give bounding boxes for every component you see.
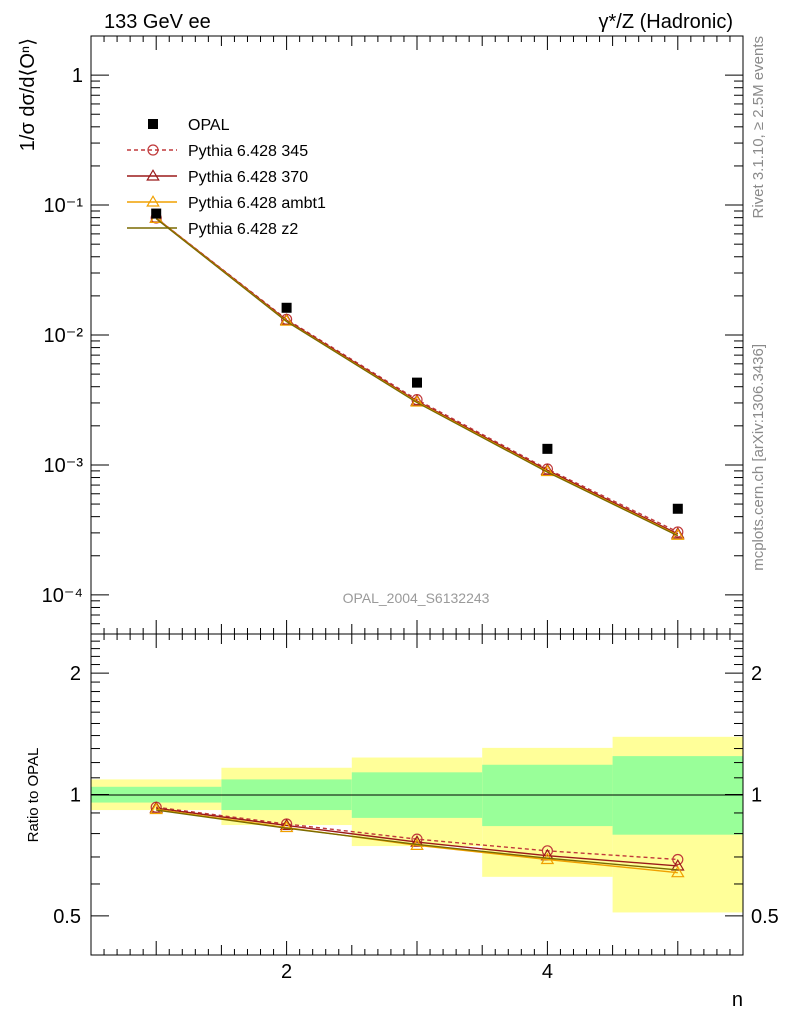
series-line [155, 217, 679, 533]
ratio-y-tick-label-right: 1 [751, 785, 762, 807]
series-point [149, 801, 163, 813]
legend-entry: Pythia 6.428 z2 [127, 221, 298, 238]
series-line [155, 217, 679, 535]
ratio-bands [91, 736, 743, 913]
y-tick-label: 10⁻² [44, 325, 84, 347]
series-line [156, 807, 678, 867]
ratio-y-tick-label-right: 2 [751, 663, 762, 685]
ratio-y-axis-label: Ratio to OPAL [25, 748, 42, 843]
ratio-y-tick-label-left: 2 [70, 663, 81, 685]
analysis-watermark: OPAL_2004_S6132243 [343, 590, 490, 606]
y-tick-label: 10⁻³ [44, 455, 84, 477]
legend-entry: OPAL [148, 117, 230, 134]
legend-label: Pythia 6.428 z2 [188, 221, 298, 238]
legend-entry: Pythia 6.428 ambt1 [127, 195, 326, 212]
series-line [155, 218, 679, 537]
main-series-lines [149, 208, 685, 540]
x-axis-label: n [732, 989, 743, 1011]
data-point [542, 443, 553, 454]
x-tick-label: 4 [542, 961, 553, 983]
y-tick-label: 1 [72, 65, 83, 87]
ratio-y-tick-label-left: 0.5 [53, 906, 81, 928]
series-point [672, 853, 684, 866]
header-left: 133 GeV ee [104, 11, 211, 33]
legend-label: OPAL [188, 117, 230, 134]
ratio-y-tick-label-left: 1 [70, 785, 81, 807]
header-right: γ*/Z (Hadronic) [599, 11, 733, 33]
series-line [156, 809, 678, 871]
series-point [279, 818, 294, 831]
series-point [279, 314, 294, 326]
series-point [671, 865, 685, 878]
main-y-axis-label: 1/σ dσ/d⟨Oⁿ⟩ [17, 38, 39, 151]
series-point [671, 859, 685, 871]
series-point [279, 820, 294, 833]
legend: OPAL Pythia 6.428 345 Pythia 6.428 370 Pyth… [127, 117, 326, 238]
rivet-label: Rivet 3.1.10, ≥ 2.5M events [750, 36, 767, 219]
axes: 2 4 1 10⁻¹ 10⁻² 10⁻³ 10⁻⁴ 0.5 0.5 1 1 2 2 [42, 35, 779, 983]
legend-label: Pythia 6.428 370 [188, 169, 308, 186]
ratio-y-tick-label-right: 0.5 [751, 906, 779, 928]
series-point [147, 144, 159, 156]
y-tick-label: 10⁻¹ [44, 195, 84, 217]
legend-swatch [148, 119, 158, 129]
legend-entry: Pythia 6.428 345 [127, 143, 308, 160]
legend-label: Pythia 6.428 ambt1 [188, 195, 326, 212]
series-line [155, 217, 679, 536]
data-point [151, 208, 162, 219]
data-point [672, 503, 683, 514]
series-point [146, 169, 160, 181]
series-point [146, 195, 160, 207]
ratio-series-lines [149, 801, 685, 878]
series-point [410, 835, 424, 847]
legend-entry: Pythia 6.428 370 [127, 169, 308, 186]
y-tick-label: 10⁻⁴ [42, 585, 83, 607]
legend-label: Pythia 6.428 345 [188, 143, 308, 160]
data-point [412, 377, 422, 388]
series-point [149, 802, 163, 815]
x-tick-label: 2 [281, 961, 292, 983]
data-point [281, 302, 292, 313]
series-point [671, 526, 685, 539]
mcplots-label: mcplots.cern.ch [arXiv:1306.3436] [750, 344, 767, 571]
